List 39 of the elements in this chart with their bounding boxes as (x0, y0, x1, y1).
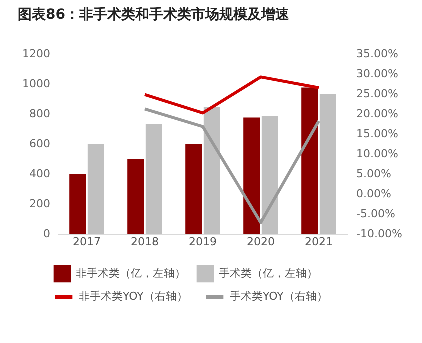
x-tick-label: 2018 (131, 236, 159, 248)
legend-label: 手术类（亿，左轴） (219, 266, 318, 280)
y-tick-label: 1000 (22, 78, 50, 90)
y2-tick-label: 15.00% (356, 128, 398, 140)
x-tick-label: 2017 (73, 236, 101, 248)
y2-tick-label: 30.00% (356, 68, 398, 80)
legend-label: 手术类YOY（右轴） (230, 290, 328, 303)
line-series (144, 76, 320, 115)
bar (88, 144, 104, 234)
y2-tick-label: 25.00% (356, 88, 398, 100)
y-tick-label: 400 (30, 168, 50, 180)
y2-tick-label: 5.00% (356, 168, 392, 180)
legend-label: 非手术类（亿，左轴） (76, 266, 186, 280)
y-tick-label: 200 (30, 198, 50, 210)
y2-tick-label: -5.00% (356, 208, 396, 220)
bar (70, 174, 86, 234)
x-tick-label: 2019 (189, 236, 217, 248)
x-tick-label: 2020 (247, 236, 275, 248)
bar (128, 159, 144, 234)
bar (244, 118, 260, 234)
y-tick-label: 800 (30, 108, 50, 120)
bar (320, 94, 336, 234)
y2-tick-label: 10.00% (356, 148, 398, 160)
y2-tick-label: 35.00% (356, 48, 398, 60)
bar (186, 144, 202, 234)
y2-tick-label: 0.00% (356, 188, 392, 200)
x-tick-label: 2021 (305, 236, 333, 248)
y-tick-label: 600 (30, 138, 50, 150)
bar (146, 124, 162, 234)
chart-title: 图表86：非手术类和手术类市场规模及增速 (18, 6, 290, 23)
y-tick-label: 0 (44, 228, 50, 240)
y2-tick-label: 20.00% (356, 108, 398, 120)
bar (302, 88, 318, 234)
y-tick-label: 1200 (22, 48, 50, 60)
bar (262, 116, 278, 234)
line-series (144, 108, 320, 224)
legend-label: 非手术类YOY（右轴） (79, 290, 188, 303)
y2-tick-label: -10.00% (356, 228, 402, 240)
bar (204, 107, 220, 234)
